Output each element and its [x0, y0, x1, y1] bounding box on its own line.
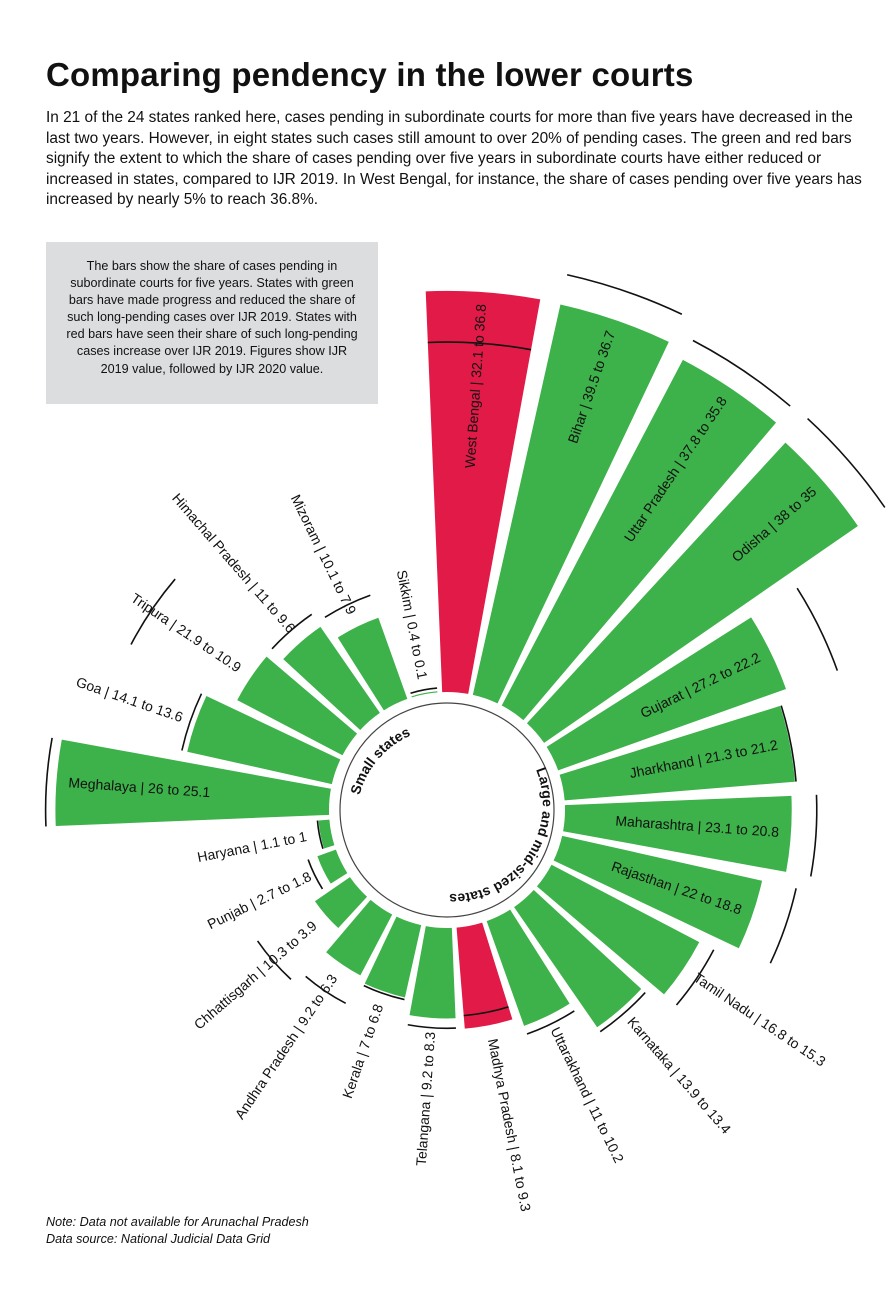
label-punjab: Punjab | 2.7 to 1.8	[205, 868, 314, 932]
bar-jharkhand	[559, 705, 795, 801]
bar-andhra-pradesh	[326, 899, 393, 976]
bar-haryana	[318, 819, 335, 849]
marker-2019-jharkhand	[780, 705, 797, 782]
marker-2019-sikkim	[410, 687, 438, 694]
data-note: Note: Data not available for Arunachal P…	[46, 1215, 309, 1229]
notes: Note: Data not available for Arunachal P…	[46, 1214, 309, 1248]
marker-2019-tripura	[130, 578, 176, 645]
chart-subtitle: In 21 of the 24 states ranked here, case…	[46, 109, 862, 208]
marker-2019-andhra-pradesh	[305, 975, 347, 1005]
bar-tamil-nadu	[536, 864, 700, 995]
bar-goa	[187, 696, 341, 785]
marker-2019-goa	[181, 693, 203, 751]
label-haryana: Haryana | 1.1 to 1	[196, 828, 308, 865]
marker-2019-rajasthan	[769, 888, 797, 964]
label-sikkim: Sikkim | 0.4 to 0.1	[394, 569, 431, 681]
bar-maharashtra	[563, 795, 792, 872]
marker-2019-telangana	[407, 1023, 456, 1030]
group-label-small-states-text: Small states	[347, 723, 412, 796]
bar-west-bengal	[425, 290, 541, 694]
bar-himachal-pradesh	[283, 626, 380, 731]
marker-2019-uttar-pradesh	[692, 339, 791, 407]
bar-gujarat	[546, 617, 787, 771]
data-source: Data source: National Judicial Data Grid	[46, 1232, 270, 1246]
bar-meghalaya	[55, 739, 331, 827]
marker-2019-meghalaya	[44, 737, 53, 827]
bar-odisha	[526, 442, 858, 743]
bar-kerala	[364, 916, 422, 998]
label-andhra-pradesh: Andhra Pradesh | 9.2 to 6.3	[231, 971, 340, 1122]
marker-2019-tamil-nadu	[675, 949, 715, 1006]
legend-box: The bars show the share of cases pending…	[46, 242, 378, 404]
label-tamil-nadu: Tamil Nadu | 16.8 to 15.3	[691, 969, 829, 1069]
label-tripura: Tripura | 21.9 to 10.9	[128, 590, 244, 676]
marker-2019-karnataka	[599, 992, 646, 1033]
group-label-small-states: Small states	[347, 723, 412, 796]
center-ring-circle	[339, 702, 555, 918]
label-madhya-pradesh: Madhya Pradesh | 8.1 to 9.3	[485, 1037, 534, 1213]
label-mizoram: Mizoram | 10.1 to 7.9	[288, 492, 360, 617]
bar-tripura	[237, 656, 358, 756]
marker-2019-bihar	[566, 273, 683, 315]
marker-2019-odisha	[807, 417, 886, 508]
label-himachal-pradesh: Himachal Pradesh | 11 to 9.6	[169, 490, 299, 636]
bar-rajasthan	[553, 835, 763, 949]
bar-uttar-pradesh	[501, 359, 777, 721]
marker-2019-uttarakhand	[526, 1010, 575, 1035]
marker-2019-haryana	[316, 820, 324, 850]
marker-2019-gujarat	[796, 587, 839, 671]
label-karnataka: Karnataka | 13.9 to 13.4	[624, 1014, 734, 1137]
label-kerala: Kerala | 7 to 6.8	[339, 1002, 386, 1101]
bar-chhattisgarh	[314, 877, 368, 929]
marker-2019-mizoram	[324, 594, 371, 618]
marker-2019-himachal-pradesh	[271, 613, 313, 650]
marker-2019-chhattisgarh	[256, 940, 292, 980]
label-uttarakhand: Uttarakhand | 11 to 10.2	[548, 1024, 628, 1165]
marker-2019-punjab	[307, 859, 324, 890]
bar-bihar	[472, 304, 669, 704]
bars-layer	[44, 273, 886, 1035]
chart-title: Comparing pendency in the lower courts	[46, 56, 694, 93]
marker-2019-west-bengal	[427, 341, 532, 351]
bar-uttarakhand	[486, 909, 570, 1026]
center-ring: Small states Large and mid-sized states	[339, 702, 556, 918]
marker-2019-maharashtra	[809, 794, 818, 877]
bar-punjab	[317, 849, 348, 884]
marker-2019-kerala	[363, 984, 405, 1001]
label-telangana: Telangana | 9.2 to 8.3	[413, 1031, 438, 1166]
bar-telangana	[409, 926, 456, 1019]
marker-2019-madhya-pradesh	[463, 1006, 509, 1017]
label-goa: Goa | 14.1 to 13.6	[74, 674, 185, 726]
bar-mizoram	[337, 617, 408, 711]
bar-sikkim	[411, 691, 438, 698]
bar-karnataka	[514, 889, 642, 1028]
bar-madhya-pradesh	[456, 922, 513, 1029]
